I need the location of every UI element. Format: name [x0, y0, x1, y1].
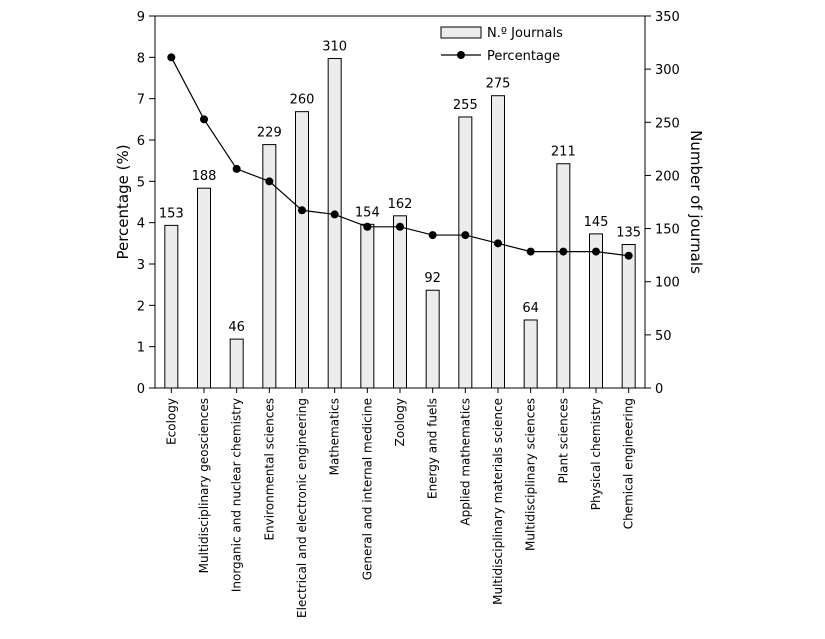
bar: [197, 187, 211, 389]
percentage-point: [396, 222, 404, 231]
bar-value-label: 162: [388, 197, 413, 212]
percentage-point: [624, 251, 633, 260]
category-label: Mathematics: [328, 398, 342, 475]
left-axis: 0 1 2 3 4 5 6 7 8 9: [137, 10, 155, 397]
percentage-point: [363, 222, 372, 231]
category-label: Chemical engineering: [622, 398, 636, 529]
bar: [556, 163, 571, 389]
bar: [164, 224, 179, 389]
left-tick-label: 4: [137, 217, 145, 232]
category-label: Multidisciplinary materials science: [491, 398, 505, 605]
left-tick-label: 8: [137, 51, 145, 66]
percentage-point: [592, 247, 600, 256]
percentage-point: [167, 53, 176, 62]
left-tick-label: 0: [137, 382, 145, 397]
bar: [621, 244, 636, 389]
legend-marker: [457, 51, 465, 59]
bar: [327, 58, 342, 389]
category-label: Multidisciplinary sciences: [524, 398, 538, 551]
category-label: Multidisciplinary geosciences: [197, 398, 211, 573]
left-tick-label: 7: [137, 93, 145, 108]
percentage-point: [461, 231, 470, 240]
bar: [425, 289, 440, 389]
legend: N.º Journals Percentage: [440, 26, 563, 64]
percentage-point: [494, 239, 502, 248]
left-axis-title: Percentage (%): [114, 144, 132, 259]
category-label: Zoology: [393, 398, 407, 446]
category-label: Electrical and electronic engineering: [295, 398, 309, 618]
bar: [458, 116, 473, 389]
category-label: Energy and fuels: [426, 398, 440, 499]
bar-value-label: 260: [290, 93, 315, 108]
bar-value-label: 255: [453, 98, 478, 113]
percentage-point: [559, 247, 568, 256]
bar-value-label: 211: [551, 145, 576, 160]
percentage-point: [330, 210, 339, 219]
legend-label-journals: N.º Journals: [487, 26, 563, 41]
bar: [295, 111, 309, 389]
left-tick-label: 2: [137, 299, 145, 314]
category-label: General and internal medicine: [360, 398, 374, 580]
category-label: Applied mathematics: [458, 398, 472, 526]
bar-value-label: 153: [159, 206, 184, 221]
left-tick-label: 5: [137, 175, 145, 190]
right-tick-label: 300: [655, 63, 680, 78]
bar-value-label: 135: [616, 226, 641, 241]
x-axis: Ecology Multidisciplinary geosciences Inor…: [164, 388, 636, 618]
right-tick-label: 350: [655, 10, 680, 25]
bar-value-label: 188: [192, 169, 217, 184]
axes: 0 1 2 3 4 5 6 7 8 9 0 50 100 150 200 250 300 350 Ecology…: [114, 10, 705, 618]
bar-value-label: 145: [584, 215, 609, 230]
bar: [229, 338, 244, 389]
bar-value-label: 92: [424, 271, 441, 286]
right-axis: 0 50 100 150 200 250 300 350: [645, 10, 680, 397]
bar: [360, 223, 375, 389]
left-tick-label: 1: [137, 341, 145, 356]
right-tick-label: 0: [655, 382, 663, 397]
legend-label-percentage: Percentage: [487, 49, 560, 64]
category-label: Ecology: [164, 398, 178, 445]
bar-series: 153 188 46 229 260 310 154 162 92 255 275 64 211 145 1…: [159, 40, 641, 389]
left-tick-label: 3: [137, 258, 145, 273]
percentage-point: [232, 164, 241, 173]
category-label: Environmental sciences: [262, 398, 276, 541]
percentage-point: [298, 206, 306, 215]
percentage-point: [200, 115, 208, 124]
right-tick-label: 150: [655, 223, 680, 238]
category-label: Physical chemistry: [589, 398, 603, 510]
percentage-point: [526, 247, 535, 256]
left-tick-label: 6: [137, 134, 145, 149]
legend-bar-swatch: [440, 26, 482, 39]
bar-value-label: 64: [522, 301, 539, 316]
line-series: [167, 53, 633, 260]
bar-value-label: 310: [322, 40, 347, 55]
right-tick-label: 50: [655, 329, 672, 344]
bar-value-label: 275: [486, 77, 511, 92]
category-label: Inorganic and nuclear chemistry: [230, 398, 244, 592]
percentage-point: [428, 231, 437, 240]
bar-value-label: 46: [228, 320, 245, 335]
bar-value-label: 229: [257, 126, 282, 141]
right-axis-title: Number of journals: [687, 130, 705, 274]
bar: [393, 215, 407, 389]
left-tick-label: 9: [137, 10, 145, 25]
bar-value-label: 154: [355, 205, 380, 220]
right-tick-label: 100: [655, 276, 680, 291]
bar: [523, 319, 538, 389]
category-label: Plant sciences: [556, 398, 570, 483]
right-tick-label: 250: [655, 116, 680, 131]
percentage-point: [265, 177, 274, 186]
right-tick-label: 200: [655, 169, 680, 184]
bar: [589, 233, 603, 389]
